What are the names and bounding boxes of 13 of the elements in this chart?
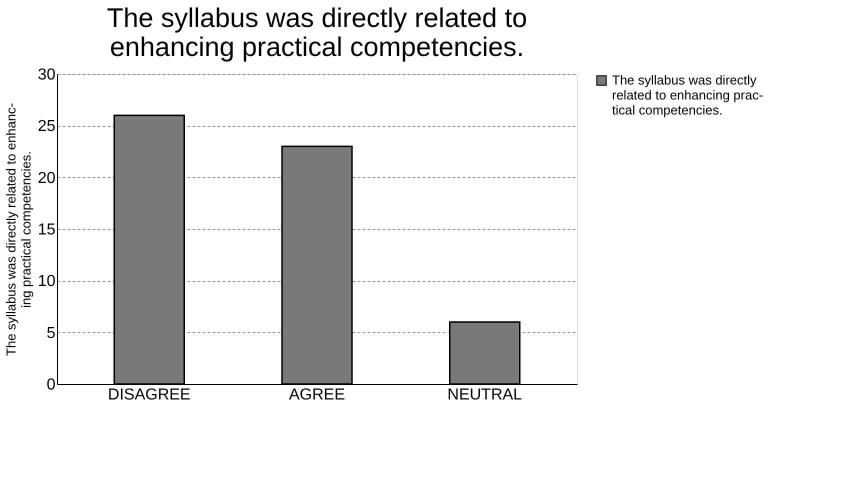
y-tick-label: 20 [38,170,56,187]
y-tick-label: 10 [38,273,56,290]
y-tick-label: 5 [46,324,56,342]
legend-label: The syllabus was directly related to enhancing prac- tical competencies. [612,72,764,118]
chart-title: The syllabus was directly related to enhancing practical competencies. [106,3,528,62]
y-tick-label: 25 [38,118,56,136]
x-tick-label: NEUTRAL [447,386,522,404]
y-tick-label: 0 [46,376,56,394]
x-tick-label: DISAGREE [108,386,191,404]
y-tick-label: 15 [38,222,56,238]
y-tick-label: 30 [38,66,56,84]
x-tick-label: AGREE [288,386,346,404]
y-axis-title: The syllabus was directly related to enhanc- ing practical competencies. [4,103,34,356]
